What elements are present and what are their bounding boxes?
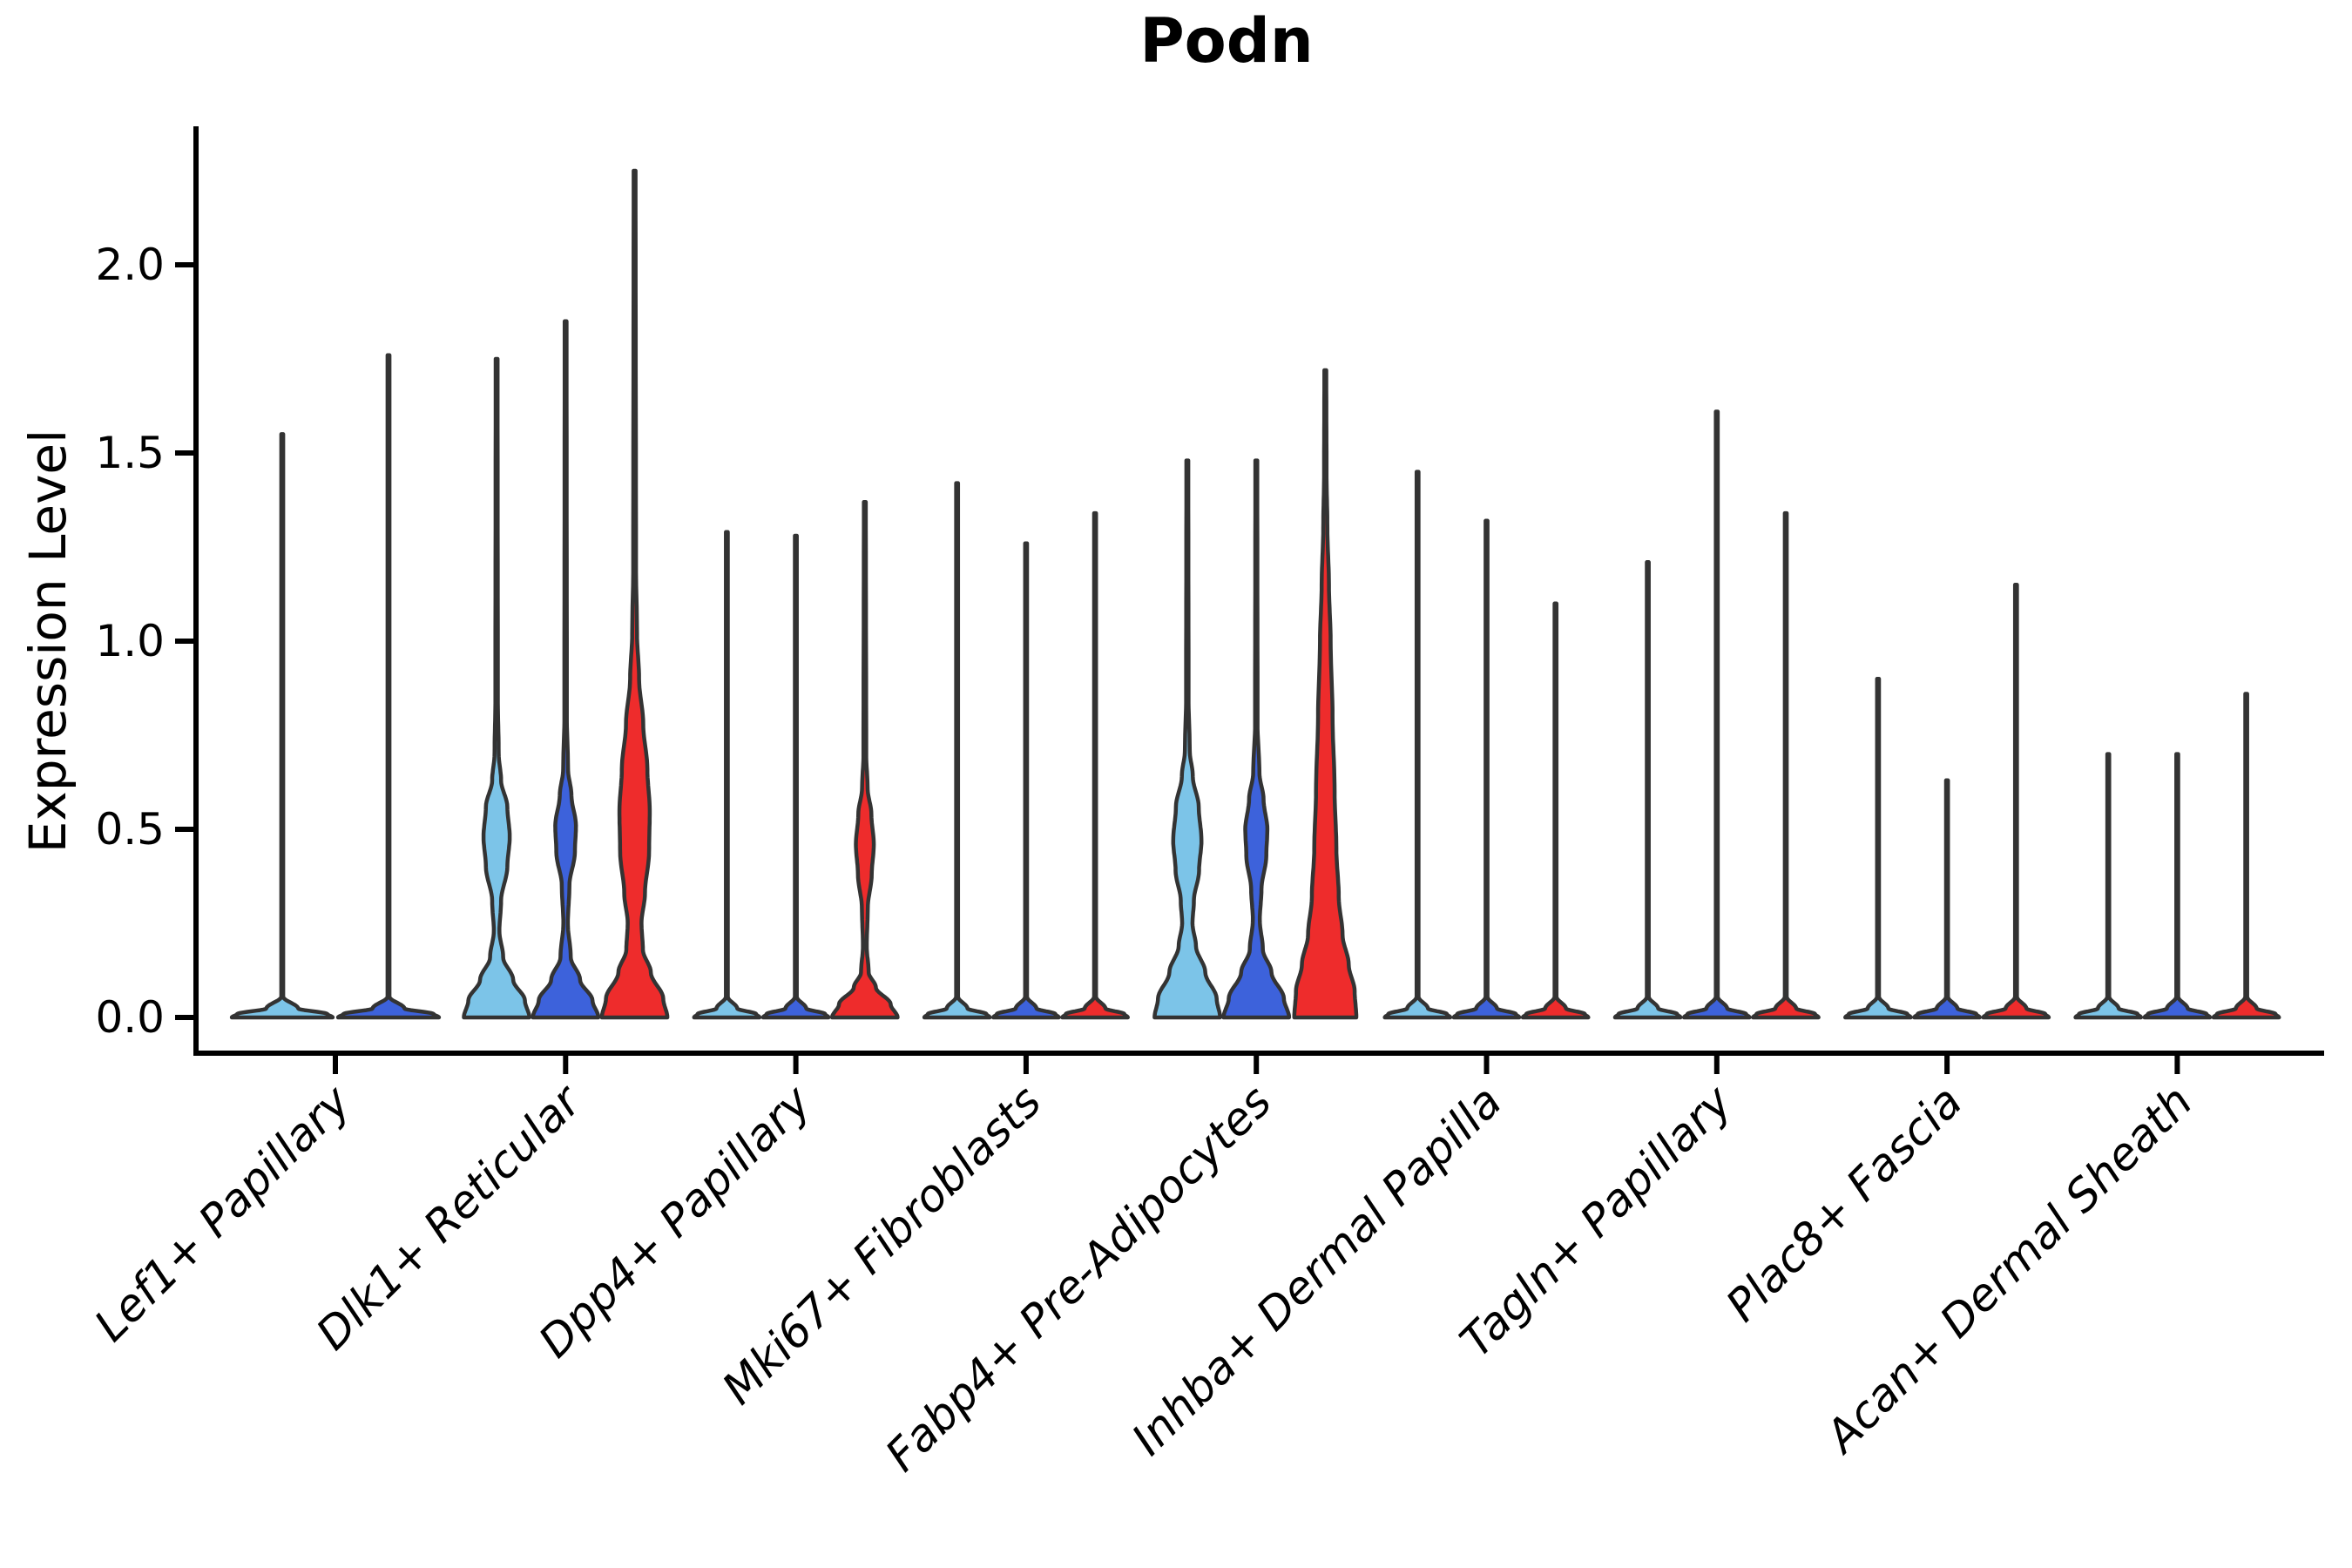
y-tick-label-1.5: 1.5 [95,428,165,478]
y-tick-label-0.5: 0.5 [95,804,165,855]
violin-fabp4-pre-adipocytes-split-3 [1292,368,1359,1020]
x-label-inhba-dermal-papilla: Inhba+ Dermal Papilla [1123,1076,1512,1465]
violin-dlk1-reticular-split-1 [462,356,531,1020]
violin-plac8-fascia-split-1 [1843,676,1913,1020]
y-tick-label-1.0: 1.0 [95,616,165,666]
violin-group-inhba-dermal-papilla [1382,470,1591,1020]
violin-tagln-papillary-split-3 [1751,510,1821,1020]
violin-group-plac8-fascia [1843,582,2051,1020]
violin-group-acan-dermal-sheath [2073,692,2281,1020]
violin-mki67-fibroblasts-split-2 [991,541,1061,1020]
x-label-plac8-fascia: Plac8+ Fascia [1717,1076,1973,1332]
violin-lef1-papillary-split-1 [229,432,335,1020]
violin-inhba-dermal-papilla-split-2 [1451,518,1522,1020]
violin-group-tagln-papillary [1612,409,1821,1020]
violin-group-fabp4-pre-adipocytes [1152,368,1359,1020]
y-tick-label-0.0: 0.0 [95,992,165,1043]
violin-acan-dermal-sheath-split-1 [2073,752,2144,1020]
x-label-acan-dermal-sheath: Acan+ Dermal Sheath [1815,1076,2202,1463]
violin-dpp4-papillary-split-3 [829,499,900,1020]
violin-lef1-papillary-split-2 [335,353,442,1020]
chart-title: Podn [1139,5,1314,77]
violin-plac8-fascia-split-3 [1981,582,2051,1020]
violin-tagln-papillary-split-2 [1681,409,1752,1020]
violin-group-lef1-papillary [229,353,442,1020]
violin-inhba-dermal-papilla-split-1 [1382,470,1453,1020]
violin-tagln-papillary-split-1 [1612,560,1683,1020]
violin-acan-dermal-sheath-split-2 [2142,752,2213,1020]
x-label-fabp4-pre-adipocytes: Fabp4+ Pre-Adipocytes [876,1076,1282,1482]
violin-mki67-fibroblasts-split-3 [1060,510,1130,1020]
violin-dpp4-papillary-split-1 [692,530,762,1020]
y-tick-label-2.0: 2.0 [95,240,165,290]
violin-mki67-fibroblasts-split-1 [922,481,992,1020]
violin-group-mki67-fibroblasts [922,481,1130,1020]
violin-group-dpp4-papillary [692,499,900,1020]
violin-inhba-dermal-papilla-split-3 [1520,601,1591,1020]
violin-fabp4-pre-adipocytes-split-2 [1221,458,1292,1020]
violin-dpp4-papillary-split-2 [760,533,831,1020]
violin-dlk1-reticular-split-3 [599,168,670,1020]
violin-fabp4-pre-adipocytes-split-1 [1152,458,1222,1020]
violin-dlk1-reticular-split-2 [531,319,601,1020]
violin-group-dlk1-reticular [462,168,670,1020]
violin-acan-dermal-sheath-split-3 [2211,692,2281,1020]
violin-plac8-fascia-split-2 [1912,778,1982,1020]
